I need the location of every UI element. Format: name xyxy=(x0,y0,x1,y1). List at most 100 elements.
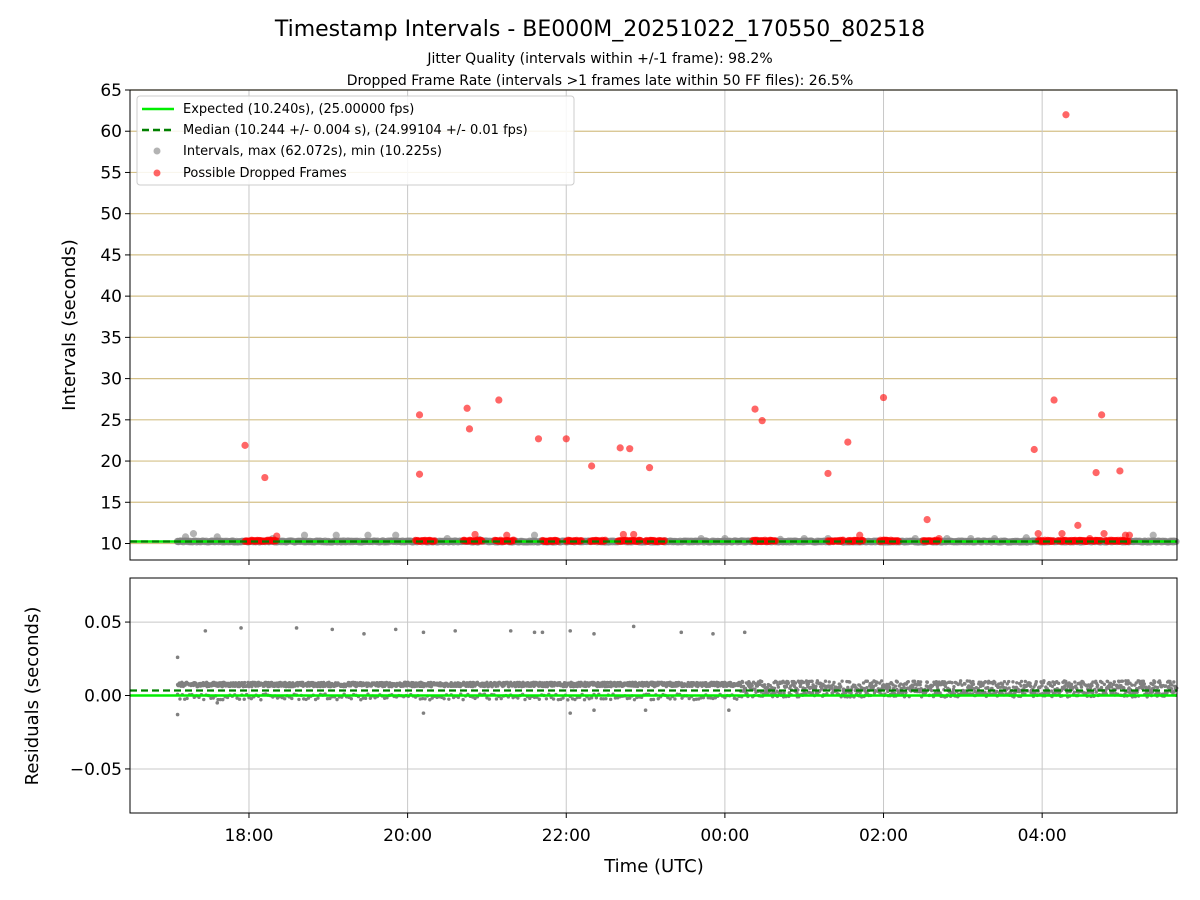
dropped-frame-point xyxy=(1074,521,1082,529)
residual-point xyxy=(969,685,974,689)
residual-point xyxy=(523,697,527,702)
dropped-frame-point xyxy=(415,470,424,478)
residual-point xyxy=(872,691,877,695)
residual-point xyxy=(902,685,906,690)
residual-point xyxy=(1011,685,1016,689)
residual-point xyxy=(1095,683,1100,687)
interval-point xyxy=(213,533,221,541)
residual-point xyxy=(1073,680,1077,684)
y-tick-label: 0.05 xyxy=(84,613,122,633)
dropped-frame-point xyxy=(935,534,943,543)
residual-point xyxy=(893,684,898,688)
residual-point xyxy=(1049,689,1054,693)
interval-point xyxy=(530,531,539,539)
dropped-frame-point xyxy=(465,425,474,433)
residual-point xyxy=(929,688,934,693)
chart-subtitle-dropped: Dropped Frame Rate (intervals >1 frames … xyxy=(347,73,854,89)
residual-point xyxy=(316,696,320,700)
residual-point xyxy=(759,679,764,684)
y-tick-label: 50 xyxy=(100,205,122,225)
residual-point xyxy=(1034,679,1038,684)
residual-point xyxy=(1006,679,1011,684)
residual-point xyxy=(917,689,922,694)
residual-point xyxy=(1122,686,1126,690)
residual-point xyxy=(297,697,301,702)
y-tick-label: 20 xyxy=(100,452,122,472)
residual-point xyxy=(849,691,853,695)
residual-point xyxy=(608,697,613,702)
residual-point xyxy=(881,686,885,691)
residual-point xyxy=(879,679,884,683)
residual-point xyxy=(1155,685,1160,690)
residual-point xyxy=(750,683,754,688)
residual-point xyxy=(1079,685,1084,689)
residual-point xyxy=(1124,679,1128,683)
residual-point xyxy=(983,679,988,684)
residual-point xyxy=(1040,684,1044,688)
residual-point xyxy=(952,684,956,689)
y-axis-label-intervals: Intervals (seconds) xyxy=(59,239,80,411)
dropped-frame-point xyxy=(601,536,609,544)
residual-point xyxy=(430,696,434,700)
residual-point xyxy=(1028,681,1032,686)
residual-point xyxy=(631,624,636,629)
residual-point xyxy=(888,685,892,690)
residual-point xyxy=(1069,682,1074,687)
dropped-frame-point xyxy=(495,396,503,404)
residual-point xyxy=(453,629,458,633)
residual-point xyxy=(1111,682,1116,687)
residual-point xyxy=(516,696,520,700)
residual-point xyxy=(573,697,577,702)
plot-frame xyxy=(129,89,1178,561)
residual-point xyxy=(185,696,189,701)
residual-point xyxy=(237,697,242,701)
residual-point xyxy=(727,708,731,712)
residual-point xyxy=(1170,683,1174,687)
dropped-frame-point xyxy=(1100,530,1108,538)
interval-point xyxy=(1149,531,1157,539)
residual-point xyxy=(743,686,748,691)
residual-point xyxy=(175,655,180,660)
residual-point xyxy=(1064,681,1068,686)
residual-point xyxy=(528,696,532,701)
residual-point xyxy=(1019,684,1023,688)
x-tick-label: 18:00 xyxy=(224,826,273,846)
residual-point xyxy=(971,682,976,686)
interval-point xyxy=(332,531,340,539)
residual-point xyxy=(943,684,948,689)
residual-point xyxy=(215,701,220,705)
dropped-frame-point xyxy=(471,530,479,539)
residual-point xyxy=(628,696,632,700)
dropped-frame-point xyxy=(1050,396,1058,404)
y-tick-label: 45 xyxy=(100,246,122,266)
residual-point xyxy=(447,697,451,701)
residual-point xyxy=(589,696,594,700)
residual-point xyxy=(875,680,879,684)
dropped-frame-point xyxy=(463,404,471,412)
residual-point xyxy=(259,698,263,702)
residual-point xyxy=(566,698,570,702)
residual-point xyxy=(363,696,368,701)
residual-point xyxy=(904,690,908,695)
y-tick-label: 65 xyxy=(100,81,122,101)
residual-point xyxy=(784,685,789,689)
residual-point xyxy=(865,685,869,690)
residual-point xyxy=(1109,685,1114,689)
residual-point xyxy=(1046,691,1051,695)
y-tick-label: 10 xyxy=(100,535,122,555)
residual-point xyxy=(594,696,599,700)
residual-point xyxy=(823,679,828,683)
residual-point xyxy=(487,697,492,701)
residual-point xyxy=(848,680,852,684)
residual-point xyxy=(203,629,208,633)
residual-point xyxy=(1072,690,1077,694)
dropped-frame-point xyxy=(1062,111,1070,119)
residual-point xyxy=(421,711,426,715)
residual-point xyxy=(1090,683,1094,688)
residual-point xyxy=(742,630,747,635)
residual-point xyxy=(1127,690,1132,695)
x-tick-label: 20:00 xyxy=(383,826,432,846)
residual-point xyxy=(810,691,815,695)
residual-point xyxy=(1019,679,1024,684)
dropped-frame-point xyxy=(894,537,903,545)
